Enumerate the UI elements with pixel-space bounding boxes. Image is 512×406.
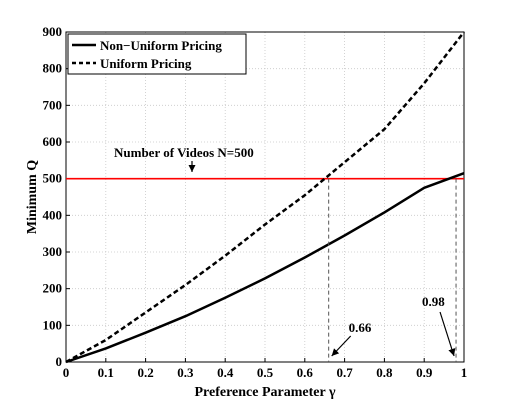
y-axis-title: Minimum Q — [25, 160, 40, 234]
y-tick-label: 100 — [43, 317, 63, 332]
annotation-label: 0.98 — [422, 294, 445, 309]
x-axis-title: Preference Parameter γ — [194, 385, 335, 400]
y-tick-label: 400 — [43, 207, 63, 222]
y-tick-label: 500 — [43, 171, 63, 186]
x-tick-label: 0.2 — [137, 365, 153, 380]
x-tick-label: 0.9 — [416, 365, 433, 380]
grid — [66, 32, 464, 362]
series-group — [65, 31, 465, 364]
x-tick-label: 0 — [63, 365, 70, 380]
legend-label-non-uniform: Non−Uniform Pricing — [100, 38, 222, 53]
x-tick-label: 0.1 — [98, 365, 114, 380]
annotation-label: 0.66 — [349, 320, 372, 335]
legend: Non−Uniform Pricing Uniform Pricing — [67, 33, 247, 75]
y-tick-label: 0 — [56, 354, 63, 369]
y-tick-label: 700 — [43, 97, 63, 112]
y-tick-label: 200 — [43, 281, 63, 296]
series-line-uniform — [65, 31, 465, 364]
y-tick-label: 600 — [43, 134, 63, 149]
x-tick-label: 0.5 — [257, 365, 274, 380]
series-line-non-uniform — [65, 172, 465, 364]
y-tick-label: 900 — [43, 24, 63, 39]
annotation-arrow — [331, 335, 352, 357]
axis-ticks: 0 0.1 0.2 0.3 0.4 0.5 0.6 0.7 0.8 0.9 1 0 100 200 300 4… — [43, 24, 468, 380]
annotation-arrow — [439, 311, 456, 357]
x-tick-label: 0.8 — [376, 365, 393, 380]
annotations: 0.66 0.98 — [188, 161, 457, 362]
x-tick-label: 0.3 — [177, 365, 194, 380]
legend-box — [67, 33, 247, 75]
x-tick-label: 0.6 — [297, 365, 314, 380]
x-tick-label: 0.4 — [217, 365, 234, 380]
legend-label-uniform: Uniform Pricing — [100, 56, 192, 71]
y-tick-label: 300 — [43, 244, 63, 259]
x-tick-label: 0.7 — [336, 365, 353, 380]
reference-line-label: Number of Videos N=500 — [114, 145, 254, 160]
y-tick-label: 800 — [43, 61, 63, 76]
x-tick-label: 1 — [461, 365, 468, 380]
